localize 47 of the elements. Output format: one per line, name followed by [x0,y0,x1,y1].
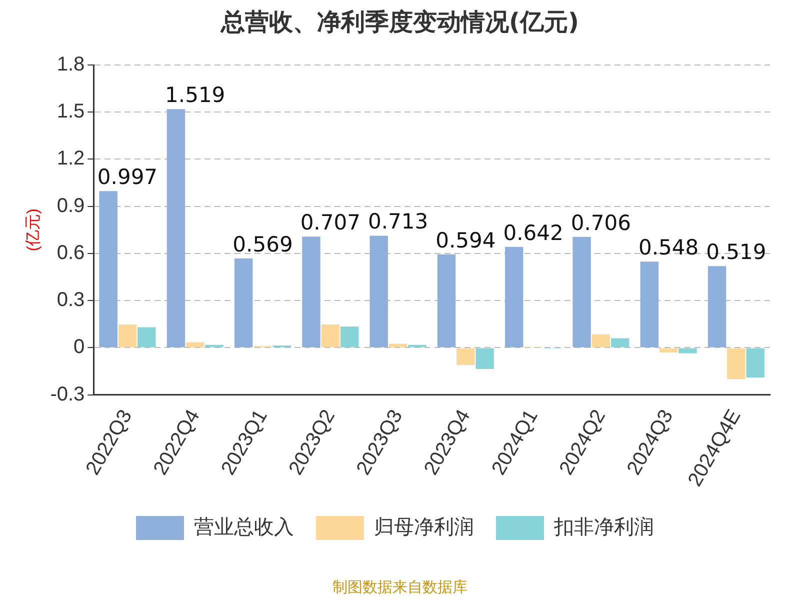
chart-title: 总营收、净利季度变动情况(亿元) [219,7,580,38]
bar [476,348,494,370]
data-label: 0.548 [638,236,699,260]
y-tick-label: 1.8 [56,54,85,76]
data-label: 0.642 [503,220,564,245]
data-label: 0.997 [97,165,158,190]
bar [437,254,456,348]
bar [456,348,475,365]
data-label: 0.569 [232,232,293,256]
bar [302,236,320,348]
bar [138,327,156,348]
y-tick-label: 0.3 [56,289,85,312]
bar [99,191,118,348]
bar [505,246,524,348]
data-label: 0.519 [706,240,766,264]
bar [610,338,630,348]
bar [234,258,253,348]
bar [659,348,678,352]
bar [678,348,697,354]
legend-label: 营业总收入 [194,516,294,539]
bar [727,348,746,380]
legend-label: 扣非净利润 [553,516,654,539]
bar [592,334,610,348]
y-tick-label: 1.5 [56,100,85,123]
text: 制图数据来自数据库 [332,578,468,597]
data-label: 0.706 [570,210,631,235]
y-tick-label: 0 [74,336,85,358]
y-tick-label: 0.9 [56,194,85,217]
bar [118,324,137,348]
bar [186,342,204,348]
y-axis-title: (亿元) [25,208,42,252]
bar [708,266,726,348]
bar [572,236,591,348]
bar [166,109,186,348]
data-label: 1.519 [165,83,226,108]
y-tick-label: 0.6 [56,242,85,264]
data-label: 0.594 [436,228,496,252]
bar [370,236,388,348]
legend-label: 归母净利润 [374,516,474,539]
data-label: 0.713 [368,210,428,234]
bar [746,348,764,378]
bar [340,326,359,348]
y-tick-label: -0.3 [50,383,85,406]
y-tick-label: 1.2 [56,148,85,170]
bar [640,262,658,348]
bar [321,324,340,348]
data-label: 0.707 [300,210,360,235]
